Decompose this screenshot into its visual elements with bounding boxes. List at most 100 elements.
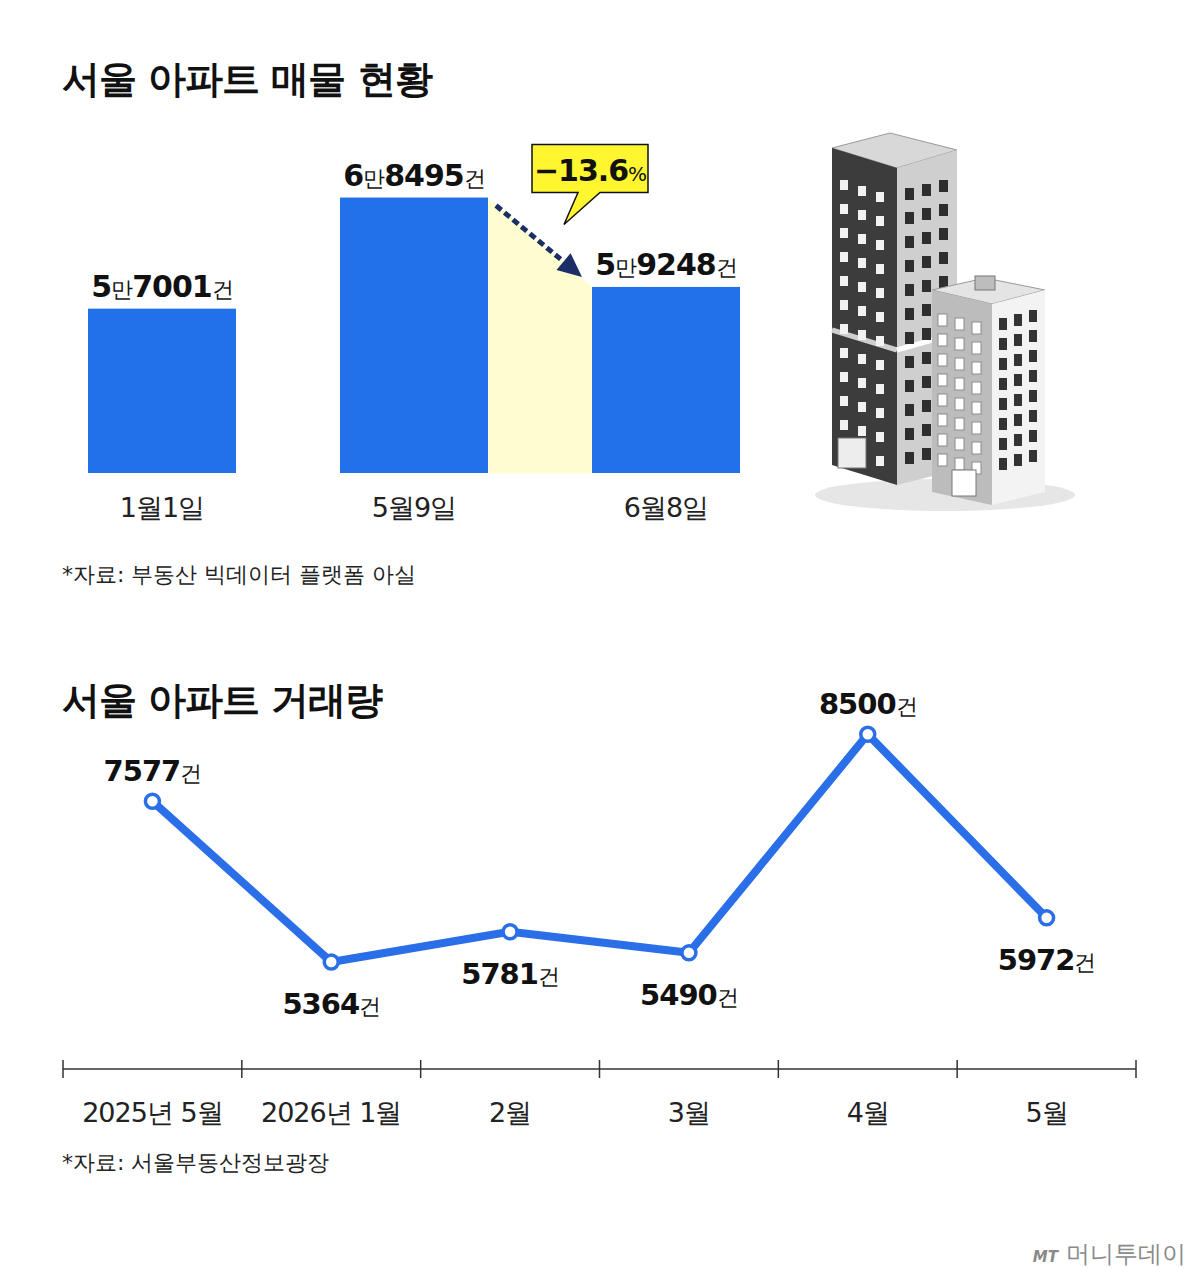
window — [922, 208, 931, 220]
page: 서울 아파트 매물 현황5만7001건6만8495건5만9248건1월1일5월9… — [0, 0, 1200, 1283]
label-unit-part: 건 — [359, 994, 380, 1019]
bar — [592, 287, 740, 473]
window — [876, 192, 884, 202]
label-number-part: 9248 — [636, 247, 716, 282]
window — [1014, 374, 1022, 386]
window — [905, 356, 914, 368]
label-number-part: 8495 — [384, 158, 464, 193]
window — [955, 418, 964, 430]
window — [905, 212, 914, 224]
window — [858, 282, 866, 292]
window — [955, 398, 964, 410]
x-tick-label: 2025년 5월 — [82, 1097, 222, 1128]
label-number-part: 5781 — [461, 957, 538, 991]
window — [876, 288, 884, 298]
data-label: 5만7001건 — [91, 269, 232, 304]
window — [922, 328, 931, 340]
label-unit-part: 건 — [717, 985, 738, 1010]
x-tick — [1135, 1060, 1137, 1078]
chart-title: 서울 아파트 거래량 — [62, 678, 383, 722]
window — [876, 360, 884, 370]
window — [972, 382, 981, 394]
x-tick-label: 5월 — [1025, 1097, 1067, 1128]
window — [905, 332, 914, 344]
window — [858, 354, 866, 364]
window — [858, 402, 866, 412]
roof-box — [975, 276, 995, 290]
window — [1014, 394, 1022, 406]
building-face — [992, 290, 1045, 505]
window — [938, 434, 947, 446]
x-tick — [778, 1060, 780, 1078]
label-number-part: 5490 — [640, 978, 717, 1012]
window — [938, 454, 947, 466]
window — [939, 180, 948, 192]
window — [840, 420, 848, 430]
x-tick-label: 2월 — [489, 1097, 531, 1128]
window — [905, 236, 914, 248]
building-illustration — [815, 133, 1075, 511]
x-tick-label: 5월9일 — [372, 492, 456, 523]
label-number-part: 7577 — [104, 754, 181, 788]
data-label: 5490건 — [640, 978, 738, 1012]
window — [938, 394, 947, 406]
data-label: 5364건 — [282, 987, 380, 1021]
window — [938, 354, 947, 366]
window — [1014, 334, 1022, 346]
label-number-part: 5364 — [282, 987, 359, 1021]
window — [876, 384, 884, 394]
x-tick — [420, 1060, 422, 1078]
window — [858, 210, 866, 220]
window — [876, 408, 884, 418]
window — [876, 240, 884, 250]
label-unit-part: 건 — [716, 255, 737, 280]
window — [999, 338, 1007, 350]
door — [838, 438, 866, 468]
window — [922, 256, 931, 268]
source-note: *자료: 서울부동산정보광장 — [62, 1150, 329, 1175]
window — [840, 348, 848, 358]
window — [1029, 350, 1037, 362]
label-number-part: 7001 — [132, 269, 212, 304]
window — [858, 186, 866, 196]
window — [999, 438, 1007, 450]
label-number-part: −13.6 — [534, 153, 628, 188]
x-tick — [241, 1060, 243, 1078]
bar — [88, 309, 236, 473]
window — [876, 312, 884, 322]
window — [938, 414, 947, 426]
label-unit-part: 건 — [896, 694, 917, 719]
watermark-text: MT머니투데이 — [1033, 1240, 1186, 1268]
bars — [88, 198, 740, 473]
window — [876, 336, 884, 346]
watermark: MT머니투데이 — [1033, 1240, 1186, 1268]
window — [1029, 370, 1037, 382]
window — [922, 184, 931, 196]
marker — [324, 955, 338, 969]
window — [922, 376, 931, 388]
window — [972, 402, 981, 414]
change-arrow — [496, 206, 564, 262]
window — [938, 334, 947, 346]
line-chart: 서울 아파트 거래량7577건5364건5781건5490건8500건5972건… — [62, 678, 1136, 1175]
bar — [340, 198, 488, 473]
label-unit-part: 건 — [212, 277, 233, 302]
marker — [682, 946, 696, 960]
window — [955, 378, 964, 390]
window — [972, 442, 981, 454]
window — [905, 260, 914, 272]
change-band — [488, 198, 592, 473]
window — [1029, 390, 1037, 402]
window — [905, 404, 914, 416]
window — [955, 338, 964, 350]
window — [922, 232, 931, 244]
data-label: 8500건 — [819, 687, 917, 721]
window — [1029, 330, 1037, 342]
window — [972, 362, 981, 374]
label-unit-part: % — [628, 162, 646, 186]
watermark-logo: MT — [1033, 1248, 1060, 1266]
window — [1014, 314, 1022, 326]
window — [840, 252, 848, 262]
door — [952, 470, 976, 496]
window — [972, 322, 981, 334]
